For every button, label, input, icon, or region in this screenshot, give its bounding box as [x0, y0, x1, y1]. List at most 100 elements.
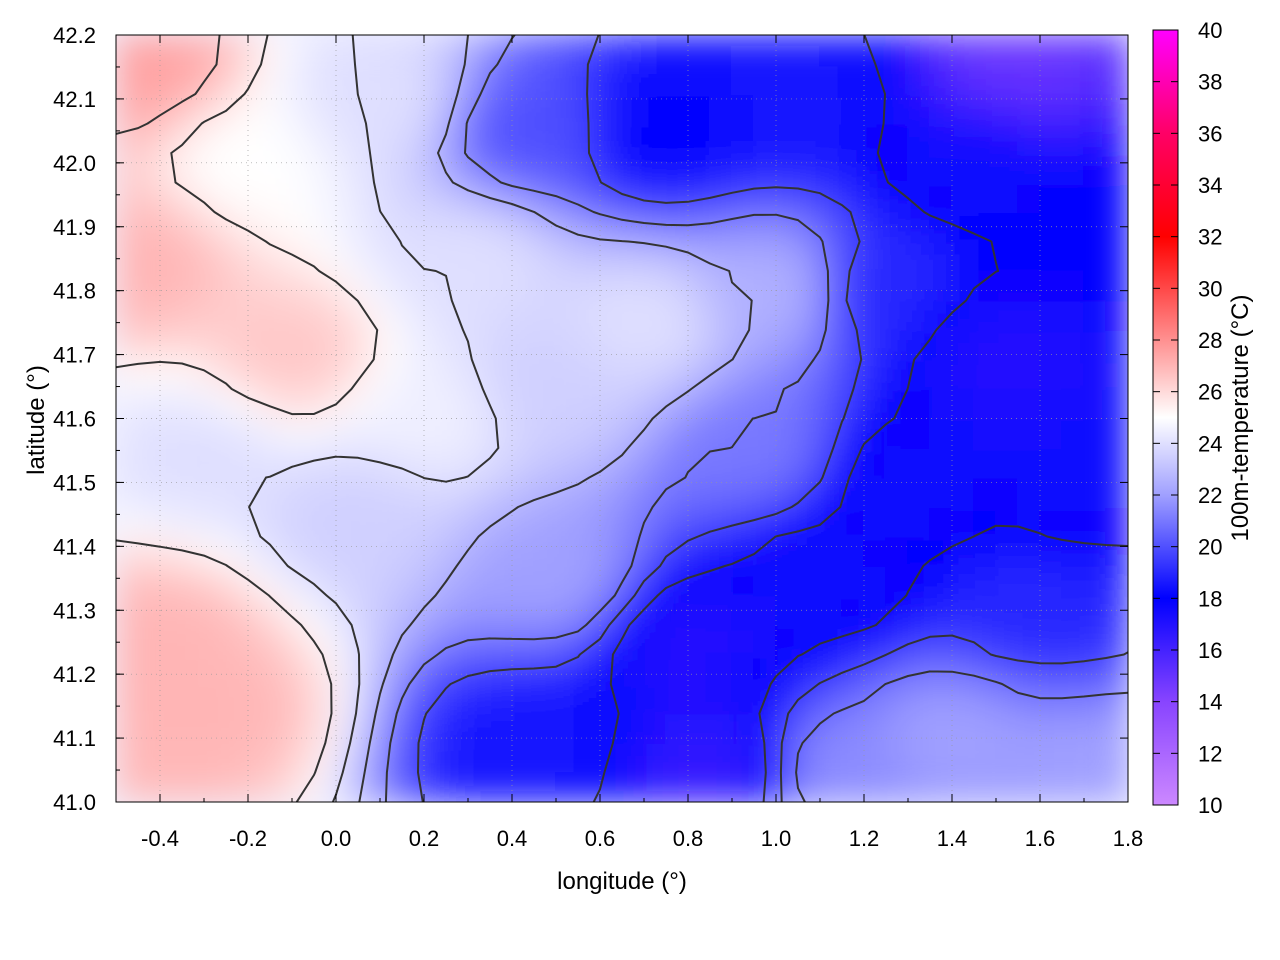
heat-cell — [929, 506, 953, 538]
heat-cell — [247, 447, 271, 479]
heat-cell — [665, 299, 689, 331]
heat-cell — [643, 417, 667, 449]
heat-cell — [137, 624, 161, 656]
heat-cell — [533, 270, 557, 302]
heat-cell — [687, 358, 711, 390]
heat-cell — [797, 211, 821, 243]
heat-cell — [731, 181, 755, 213]
heat-cell — [203, 270, 227, 302]
heat-cell — [555, 299, 579, 331]
heat-cell — [423, 506, 447, 538]
heat-cell — [863, 506, 887, 538]
heat-cell — [225, 63, 249, 95]
heat-cell — [1105, 122, 1128, 154]
heat-cell — [203, 447, 227, 479]
heat-cell — [973, 63, 997, 95]
heat-cell — [445, 388, 469, 420]
heat-cell — [357, 35, 381, 66]
heat-cell — [445, 712, 469, 744]
heat-cell — [1017, 35, 1041, 66]
heat-cell — [1061, 624, 1085, 656]
heat-cell — [423, 447, 447, 479]
heat-cell — [225, 181, 249, 213]
heat-cell — [116, 240, 139, 272]
heat-cell — [577, 653, 601, 685]
colorbar-tick-label: 34 — [1198, 173, 1222, 198]
heat-cell — [467, 358, 491, 390]
heat-cell — [885, 35, 909, 66]
heat-cell — [907, 329, 931, 361]
colorbar-tick-label: 30 — [1198, 276, 1222, 301]
heat-cell — [775, 270, 799, 302]
heat-cell — [181, 181, 205, 213]
heat-cell — [973, 35, 997, 66]
heat-cell — [401, 742, 425, 774]
heat-cell — [665, 506, 689, 538]
heat-cell — [907, 565, 931, 597]
heat-cell — [621, 683, 645, 715]
heat-cell — [797, 565, 821, 597]
heat-cell — [269, 270, 293, 302]
heat-cell — [533, 181, 557, 213]
heat-cell — [247, 122, 271, 154]
heat-cell — [467, 506, 491, 538]
heat-cell — [379, 35, 403, 66]
heat-cell — [731, 152, 755, 184]
heat-cell — [489, 388, 513, 420]
x-tick-label: -0.4 — [141, 826, 179, 851]
heat-cell — [1105, 535, 1128, 567]
heat-cell — [885, 181, 909, 213]
heat-cell — [643, 771, 667, 802]
heat-cell — [1083, 93, 1107, 125]
heat-cell — [1105, 771, 1128, 802]
heat-cell — [335, 653, 359, 685]
heat-cell — [863, 565, 887, 597]
heat-cell — [1017, 388, 1041, 420]
heat-cell — [445, 358, 469, 390]
heat-cell — [445, 565, 469, 597]
heat-cell — [621, 270, 645, 302]
heat-cell — [687, 535, 711, 567]
heat-cell — [841, 447, 865, 479]
contour-lines — [116, 35, 1128, 802]
heat-cell — [137, 63, 161, 95]
heat-cell — [357, 417, 381, 449]
heat-cell — [797, 122, 821, 154]
heat-cell — [467, 535, 491, 567]
heat-cell — [929, 240, 953, 272]
heat-cell — [467, 417, 491, 449]
heat-cell — [313, 358, 337, 390]
heat-cell — [247, 329, 271, 361]
heat-cell — [687, 683, 711, 715]
heat-cell — [137, 712, 161, 744]
heat-cell — [665, 329, 689, 361]
heat-cell — [1017, 476, 1041, 508]
heat-cell — [357, 712, 381, 744]
heat-cell — [489, 358, 513, 390]
heat-cell — [379, 122, 403, 154]
heat-cell — [797, 358, 821, 390]
heat-cell — [401, 565, 425, 597]
heat-cell — [357, 653, 381, 685]
heat-cell — [555, 417, 579, 449]
heat-cell — [467, 35, 491, 66]
heat-cell — [951, 35, 975, 66]
heat-cell — [533, 329, 557, 361]
heat-cell — [116, 771, 139, 802]
heat-cell — [621, 93, 645, 125]
heat-cell — [423, 742, 447, 774]
heat-cell — [709, 35, 733, 66]
heat-cell — [885, 358, 909, 390]
heat-cell — [1039, 565, 1063, 597]
heat-cell — [621, 122, 645, 154]
heat-cell — [533, 240, 557, 272]
heat-cell — [819, 93, 843, 125]
heat-cell — [335, 299, 359, 331]
heat-cell — [951, 653, 975, 685]
heat-cell — [577, 742, 601, 774]
heat-cell — [1017, 771, 1041, 802]
heat-cell — [137, 476, 161, 508]
heat-cell — [797, 93, 821, 125]
heat-cell — [973, 417, 997, 449]
heat-cell — [797, 35, 821, 66]
